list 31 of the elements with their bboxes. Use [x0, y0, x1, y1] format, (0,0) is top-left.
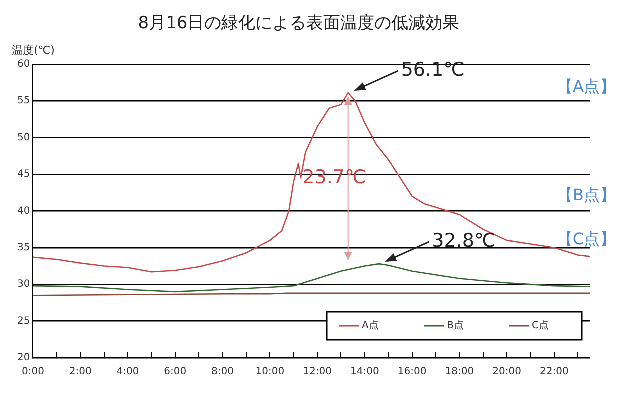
annotation: 32.8℃ [432, 230, 496, 252]
legend-label: C点 [532, 320, 549, 332]
y-tick-label: 55 [17, 96, 30, 107]
x-tick-label: 16:00 [398, 366, 427, 378]
annotation: 【B点】 [557, 186, 616, 205]
x-tick-label: 12:00 [303, 366, 332, 378]
chart-title: 8月16日の緑化による表面温度の低減効果 [138, 14, 460, 34]
x-tick-label: 20:00 [492, 366, 522, 378]
x-tick-label: 8:00 [212, 366, 234, 378]
x-tick-label: 0:00 [22, 366, 44, 378]
annotation: 【A点】 [557, 77, 616, 96]
annotation: 【C点】 [556, 230, 616, 249]
x-tick-label: 6:00 [164, 366, 187, 378]
y-tick-label: 25 [17, 316, 30, 327]
x-tick-label: 22:00 [540, 366, 569, 378]
y-tick-label: 40 [17, 206, 30, 217]
y-tick-label: 50 [17, 132, 30, 144]
x-tick-label: 14:00 [350, 366, 380, 378]
y-tick-label: 45 [17, 169, 30, 180]
x-tick-label: 4:00 [116, 366, 140, 378]
annotation: 56.1℃ [401, 58, 465, 81]
y-tick-label: 35 [17, 242, 30, 254]
x-tick-label: 10:00 [256, 366, 285, 378]
y-axis-title: 温度(℃) [12, 44, 55, 57]
y-tick-label: 30 [17, 279, 30, 290]
x-tick-label: 2:00 [69, 366, 92, 378]
y-tick-label: 20 [17, 352, 30, 364]
y-tick-label: 60 [17, 58, 30, 70]
legend-label: B点 [447, 320, 464, 332]
x-tick-label: 18:00 [445, 366, 474, 378]
legend-label: A点 [362, 320, 379, 332]
